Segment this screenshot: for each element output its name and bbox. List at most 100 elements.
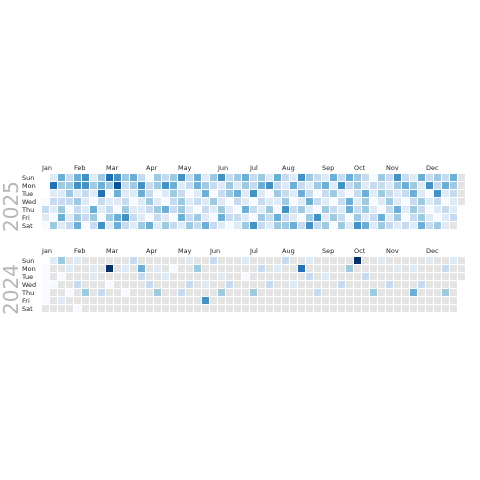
day-cell [58, 222, 65, 229]
day-cell [410, 265, 417, 272]
day-cell [218, 182, 225, 189]
day-cell [130, 273, 137, 280]
day-cell [146, 297, 153, 304]
day-cell [42, 305, 49, 312]
day-cell [234, 182, 241, 189]
month-label: Mar [106, 247, 119, 255]
weekday-label: Tue [21, 190, 33, 198]
day-cell [202, 297, 209, 304]
weekday-label: Fri [22, 214, 30, 222]
day-cell [426, 198, 433, 205]
month-label: Jul [249, 247, 258, 255]
weekday-label: Sat [22, 305, 33, 313]
day-cell [90, 182, 97, 189]
day-cell [50, 198, 57, 205]
day-cell [290, 174, 297, 181]
day-cell [130, 198, 137, 205]
day-cell [178, 190, 185, 197]
day-cell [450, 190, 457, 197]
month-label: Nov [386, 247, 399, 255]
day-cell [226, 190, 233, 197]
day-cell [306, 297, 313, 304]
day-cell [306, 281, 313, 288]
day-cell [258, 222, 265, 229]
month-label: Jan [41, 164, 52, 172]
year-label: 2025 [0, 181, 23, 232]
day-cell [282, 190, 289, 197]
day-cell [266, 289, 273, 296]
day-cell [98, 297, 105, 304]
day-cell [226, 273, 233, 280]
day-cell [386, 182, 393, 189]
day-cell [82, 182, 89, 189]
day-cell [314, 265, 321, 272]
day-cell [354, 206, 361, 213]
day-cell [106, 297, 113, 304]
day-cell [202, 257, 209, 264]
day-cell [434, 273, 441, 280]
day-cell [250, 182, 257, 189]
day-cell [426, 273, 433, 280]
day-cell [50, 273, 57, 280]
day-cell [58, 190, 65, 197]
day-cell [330, 289, 337, 296]
weekday-label: Sun [22, 257, 34, 265]
day-cell [458, 273, 465, 280]
day-cell [426, 182, 433, 189]
day-cell [138, 198, 145, 205]
day-cell [234, 222, 241, 229]
day-cell [370, 190, 377, 197]
day-cell [426, 265, 433, 272]
day-cell [314, 257, 321, 264]
day-cell [154, 182, 161, 189]
day-cell [234, 265, 241, 272]
day-cell [98, 174, 105, 181]
day-cell [226, 198, 233, 205]
day-cell [74, 257, 81, 264]
day-cell [258, 281, 265, 288]
day-cell [274, 281, 281, 288]
day-cell [210, 214, 217, 221]
day-cell [242, 206, 249, 213]
weekday-label: Fri [22, 297, 30, 305]
day-cell [250, 198, 257, 205]
day-cell [90, 206, 97, 213]
day-cell [386, 174, 393, 181]
day-cell [178, 281, 185, 288]
day-cell [450, 289, 457, 296]
day-cell [346, 257, 353, 264]
day-cell [298, 174, 305, 181]
day-cell [330, 273, 337, 280]
day-cell [210, 273, 217, 280]
day-cell [402, 214, 409, 221]
day-cell [82, 206, 89, 213]
day-cell [322, 273, 329, 280]
day-cell [282, 206, 289, 213]
day-cell [266, 198, 273, 205]
day-cell [338, 198, 345, 205]
day-cell [138, 289, 145, 296]
day-cell [58, 289, 65, 296]
day-cell [370, 198, 377, 205]
day-cell [194, 214, 201, 221]
day-cell [98, 214, 105, 221]
day-cell [458, 265, 465, 272]
day-cell [386, 273, 393, 280]
month-label: Sep [322, 247, 334, 255]
day-cell [306, 273, 313, 280]
day-cell [282, 273, 289, 280]
day-cell [434, 222, 441, 229]
day-cell [106, 257, 113, 264]
day-cell [162, 182, 169, 189]
day-cell [378, 206, 385, 213]
day-cell [258, 198, 265, 205]
day-cell [426, 297, 433, 304]
day-cell [66, 206, 73, 213]
day-cell [370, 273, 377, 280]
day-cell [354, 265, 361, 272]
day-cell [162, 214, 169, 221]
day-cell [58, 174, 65, 181]
day-cell [346, 297, 353, 304]
day-cell [66, 305, 73, 312]
day-cell [378, 257, 385, 264]
